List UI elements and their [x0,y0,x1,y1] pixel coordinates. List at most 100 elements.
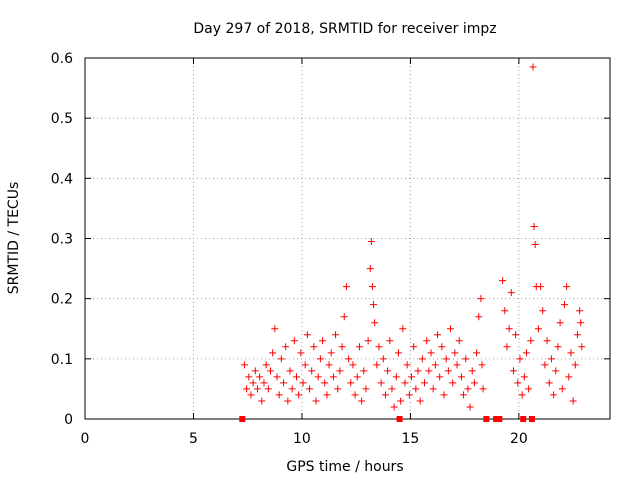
data-point [421,379,429,387]
data-point [377,379,385,387]
data-point [509,367,517,375]
data-point [251,367,259,375]
x-tick-label: 10 [293,431,311,447]
data-point [275,391,283,399]
zero-level-point [396,416,403,422]
data-point [545,379,553,387]
data-point [360,367,368,375]
data-point [514,379,522,387]
data-point [466,403,474,411]
data-point [336,367,344,375]
data-point [351,391,359,399]
data-point [375,343,383,351]
data-point [368,283,376,291]
x-tick-label: 20 [510,431,528,447]
data-point [381,391,389,399]
data-point [303,331,311,339]
data-point [470,379,478,387]
data-points [239,63,586,422]
x-tick-label: 15 [401,431,419,447]
data-point [516,355,524,363]
data-point [262,361,270,369]
data-point [407,373,415,381]
data-point [552,367,560,375]
data-point [543,337,551,345]
data-point [503,343,511,351]
y-tick-label: 0.1 [51,352,73,368]
data-point [423,337,431,345]
data-point [414,367,422,375]
data-point [569,397,577,405]
plot-frame [84,57,611,420]
data-point [284,397,292,405]
data-point [345,355,353,363]
data-point [329,373,337,381]
data-point [427,349,435,357]
data-point [444,367,452,375]
data-point [534,325,542,333]
data-point [282,343,290,351]
data-point [349,361,357,369]
data-point [371,319,379,327]
y-tick-label: 0.6 [51,51,73,67]
data-point [370,301,378,309]
data-point [577,319,585,327]
data-point [436,373,444,381]
data-point [512,331,520,339]
data-point [264,385,272,393]
data-point [338,343,346,351]
data-point [539,307,547,315]
data-point [453,361,461,369]
data-point [253,385,261,393]
data-point [384,367,392,375]
data-point [299,379,307,387]
data-point [531,241,539,249]
data-point [340,313,348,321]
data-point [578,343,586,351]
data-point [364,337,372,345]
data-point [394,349,402,357]
data-point [440,391,448,399]
data-point [556,319,564,327]
data-point [366,265,374,273]
axis-tick-labels: 0 5 10 15 20 0 0.1 0.2 0.3 0.4 0.5 0.6 [51,51,528,447]
data-point [438,343,446,351]
data-point [478,361,486,369]
data-point [431,361,439,369]
data-point [412,385,420,393]
data-point [249,379,257,387]
data-point [475,313,483,321]
data-point [560,301,568,309]
data-point [425,367,433,375]
data-point [386,337,394,345]
chart-title: Day 297 of 2018, SRMTID for receiver imp… [193,21,496,37]
data-point [319,337,327,345]
zero-level-point [493,416,500,422]
data-point [563,283,571,291]
data-point [576,307,584,315]
data-point [499,277,507,285]
data-point [397,397,405,405]
data-point [312,397,320,405]
y-tick-label: 0.2 [51,292,73,308]
data-point [550,391,558,399]
data-point [240,361,248,369]
data-point [306,385,314,393]
data-point [522,349,530,357]
data-point [403,361,411,369]
data-point [451,349,459,357]
data-point [464,385,472,393]
data-point [355,343,363,351]
data-point [530,222,538,230]
data-point [434,331,442,339]
y-tick-label: 0.5 [51,111,73,127]
data-point [541,361,549,369]
data-point [293,373,301,381]
data-point [297,349,305,357]
data-point [416,397,424,405]
data-point [507,289,515,297]
data-point [401,379,409,387]
data-point [455,337,463,345]
data-point [301,361,309,369]
